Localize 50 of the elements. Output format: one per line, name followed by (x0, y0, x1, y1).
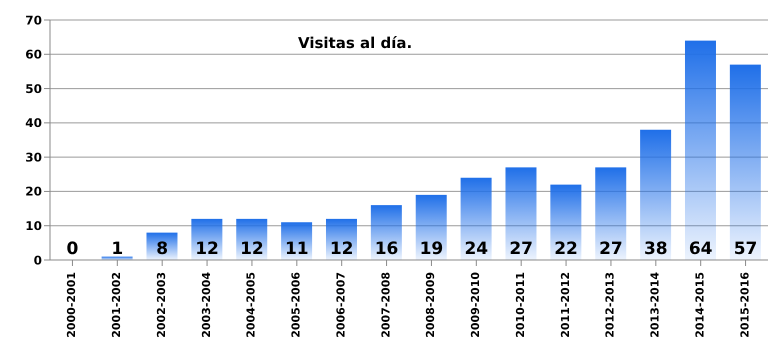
data-label: 8 (156, 239, 168, 259)
data-label: 64 (688, 239, 713, 259)
x-tick-label: 2001-2002 (110, 272, 124, 338)
bar (595, 167, 626, 260)
data-label: 12 (240, 239, 264, 259)
x-tick-label: 2008-2009 (424, 272, 438, 338)
data-label: 57 (734, 239, 758, 259)
bar (460, 178, 492, 260)
text: Visitas al día. (298, 34, 412, 52)
data-label: 24 (464, 239, 488, 259)
x-tick-label: 2005-2006 (290, 272, 303, 338)
data-label: 1 (111, 239, 124, 259)
bar (416, 194, 447, 260)
data-label: 22 (554, 239, 578, 259)
data-label: 27 (599, 239, 623, 259)
data-label: 12 (195, 239, 219, 259)
x-tick-label: 2015-2016 (738, 272, 752, 338)
bar (684, 40, 716, 260)
y-tick-label: 50 (25, 82, 42, 96)
y-tick-label: 60 (25, 48, 42, 62)
x-tick-label: 2009-2010 (469, 272, 482, 338)
bar (505, 167, 536, 260)
data-label: 0 (66, 239, 79, 259)
bar (370, 205, 402, 260)
y-tick-label: 30 (25, 150, 42, 164)
x-tick-label: 2013-2014 (648, 272, 662, 338)
y-tick-label: 10 (25, 218, 42, 233)
bar (730, 64, 761, 260)
data-label: 27 (509, 239, 534, 259)
x-tick-label: 2006-2007 (334, 272, 348, 338)
x-tick-label: 2014-2015 (693, 272, 706, 338)
data-label: 19 (420, 239, 444, 259)
bar (550, 184, 582, 260)
y-tick-label: 40 (25, 116, 42, 130)
x-tick-label: 2002-2003 (154, 272, 168, 338)
x-tick-label: 2004-2005 (244, 272, 258, 338)
y-tick-label: 20 (25, 184, 42, 199)
x-tick-label: 2000-2001 (65, 272, 78, 338)
x-tick-label: 2012-2013 (604, 272, 617, 338)
data-label: 16 (374, 239, 398, 259)
y-tick-label: 70 (25, 13, 42, 28)
y-tick-label: 0 (34, 253, 42, 268)
x-tick-label: 2010-2011 (514, 272, 527, 338)
data-label: 12 (330, 239, 354, 259)
x-tick-label: 2007-2008 (379, 272, 392, 338)
bar (640, 130, 672, 260)
x-tick-label: 2011-2012 (558, 272, 572, 338)
data-label: 38 (644, 239, 668, 259)
x-tick-label: 2003-2004 (200, 272, 213, 338)
data-label: 11 (284, 239, 309, 259)
